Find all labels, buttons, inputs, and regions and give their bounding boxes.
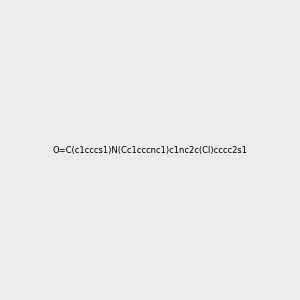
Text: O=C(c1cccs1)N(Cc1cccnc1)c1nc2c(Cl)cccc2s1: O=C(c1cccs1)N(Cc1cccnc1)c1nc2c(Cl)cccc2s…	[52, 146, 247, 154]
